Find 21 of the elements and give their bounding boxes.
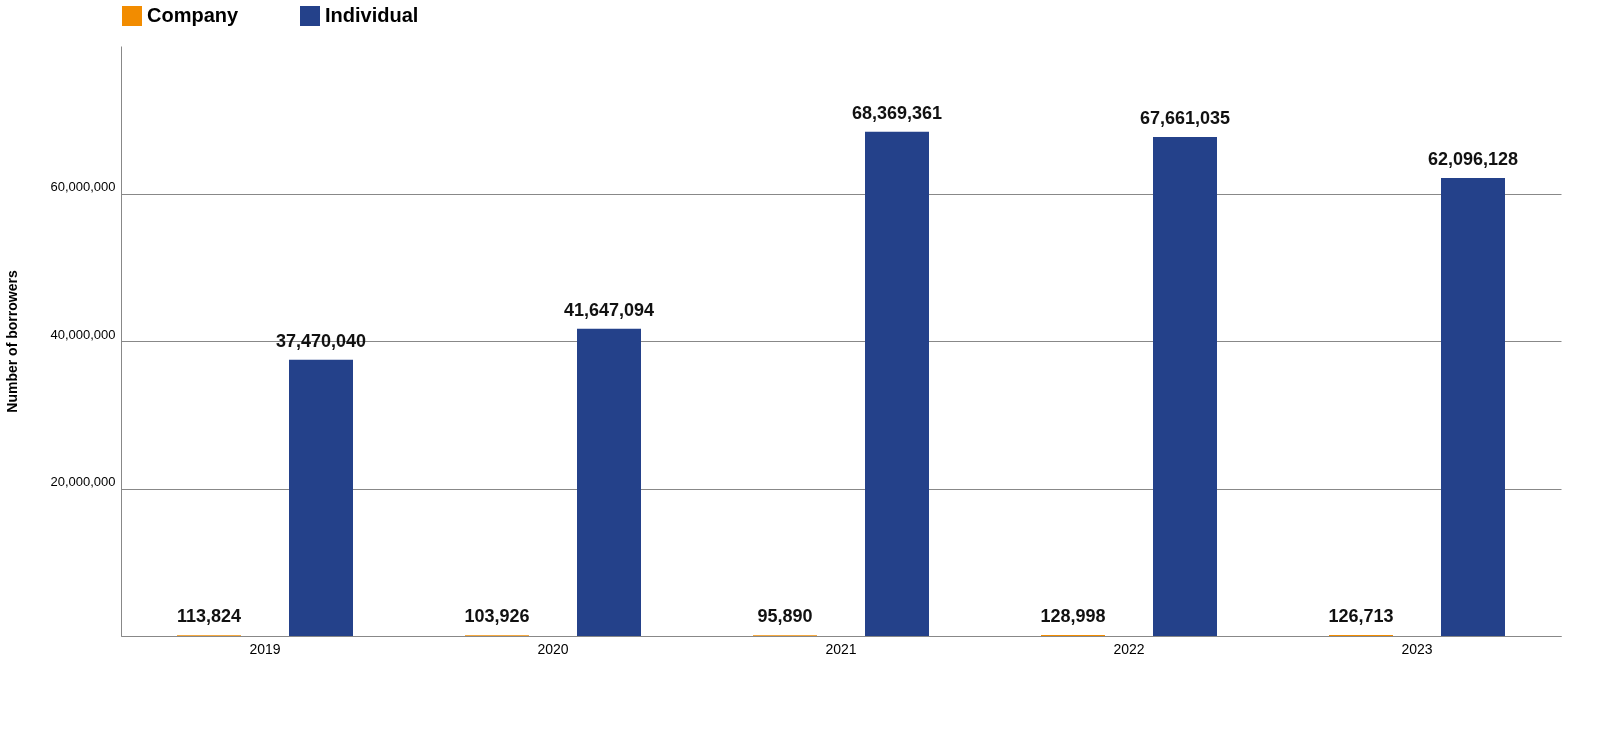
x-tick-label: 2019 xyxy=(249,640,281,657)
x-tick-label: 2022 xyxy=(1113,640,1145,657)
x-tick-label: 2021 xyxy=(825,640,857,657)
data-label: 62,096,128 xyxy=(1427,149,1519,170)
data-label: 37,470,040 xyxy=(275,330,367,351)
data-label: 103,926 xyxy=(464,606,530,627)
data-label: 128,998 xyxy=(1040,606,1106,627)
legend-label: Individual xyxy=(325,4,419,26)
data-label: 68,369,361 xyxy=(851,102,943,123)
y-tick-label: 20,000,000 xyxy=(50,474,116,489)
x-tick-label: 2023 xyxy=(1401,640,1433,657)
data-label: 126,713 xyxy=(1328,606,1394,627)
data-label: 95,890 xyxy=(757,606,813,627)
y-axis-title: Number of borrowers xyxy=(4,270,21,413)
data-label: 67,661,035 xyxy=(1139,108,1231,128)
data-label: 113,824 xyxy=(176,606,242,627)
data-label: 41,647,094 xyxy=(563,299,655,320)
x-tick-label: 2020 xyxy=(537,640,569,657)
y-tick-label: 60,000,000 xyxy=(50,179,116,194)
y-tick-label: 40,000,000 xyxy=(50,326,116,342)
legend-label: Company xyxy=(147,4,239,26)
